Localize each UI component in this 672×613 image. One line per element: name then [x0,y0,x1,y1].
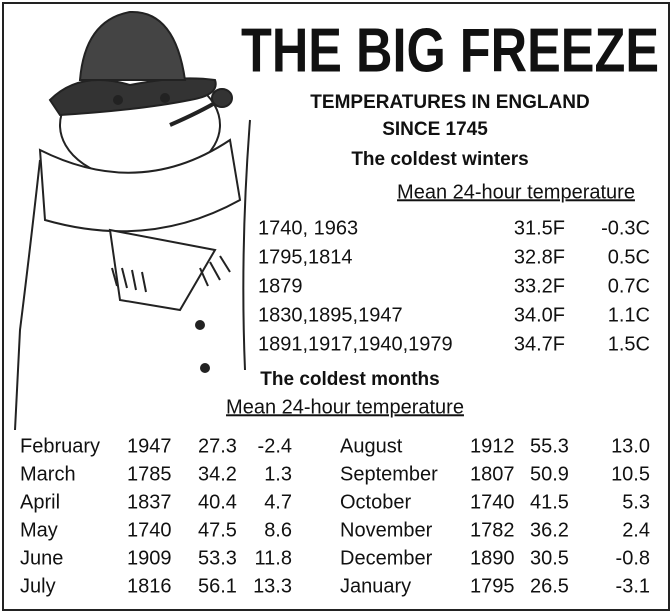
table-cell: 26.5 [530,575,569,597]
table-cell: 1782 [470,519,515,541]
table-cell: 1740 [127,519,172,541]
table-cell: 36.2 [530,519,569,541]
table-cell: 56.1 [198,575,237,597]
table-cell: June [20,547,63,569]
table-cell: August [340,435,403,457]
section-heading: The coldest winters [351,149,528,170]
table-cell: 2.4 [622,519,650,541]
table-cell: 11.8 [255,547,292,569]
table-cell: 1740, 1963 [258,217,358,239]
table-cell: 1785 [127,463,172,485]
table-cell: 0.7C [608,275,650,297]
table-cell: -2.4 [258,435,292,457]
table-cell: 1807 [470,463,515,485]
table-cell: 1837 [127,491,172,513]
table-cell: 1891,1917,1940,1979 [258,333,453,355]
table-cell: 34.7F [514,333,565,355]
table-cell: 1830,1895,1947 [258,304,403,326]
table-cell: 1816 [127,575,172,597]
table-cell: 34.2 [198,463,237,485]
table-cell: 13.0 [611,435,650,457]
title: THE BIG FREEZE [241,16,659,85]
table-cell: -0.3C [601,217,650,239]
table-cell: July [20,575,56,597]
table-cell: 1912 [470,435,515,457]
table-cell: January [340,575,411,597]
table-cell: 4.7 [264,491,292,513]
table-cell: 13.3 [253,575,292,597]
table-cell: 1.3 [264,463,292,485]
table-cell: 1795,1814 [258,246,353,268]
subtitle: TEMPERATURES IN ENGLAND [310,92,589,113]
table-cell: -3.1 [616,575,650,597]
subtitle: SINCE 1745 [382,119,488,140]
table-cell: April [20,491,60,513]
table-cell: 41.5 [530,491,569,513]
table-cell: 31.5F [514,217,565,239]
table-cell: September [340,463,438,485]
table-cell: December [340,547,433,569]
table-cell: -0.8 [616,547,650,569]
table-cell: 50.9 [530,463,569,485]
table-cell: 33.2F [514,275,565,297]
clipping: THE BIG FREEZE TEMPERATURES IN ENGLAND S… [0,0,672,613]
table-cell: 1890 [470,547,515,569]
table-cell: 55.3 [530,435,569,457]
table-cell: May [20,519,58,541]
table-cell: 34.0F [514,304,565,326]
table-cell: 1740 [470,491,515,513]
table-cell: October [340,491,411,513]
table-cell: 1909 [127,547,172,569]
table-cell: 1879 [258,275,303,297]
table-cell: 10.5 [611,463,650,485]
table-cell: February [20,435,100,457]
table-cell: 8.6 [264,519,292,541]
table-cell: 1947 [127,435,172,457]
table-cell: 32.8F [514,246,565,268]
table-cell: 53.3 [198,547,237,569]
section-heading: The coldest months [260,369,439,390]
caption: Mean 24-hour temperature [397,181,635,203]
table-cell: November [340,519,433,541]
table-cell: 1.1C [608,304,650,326]
table-cell: 40.4 [198,491,237,513]
table-cell: 1795 [470,575,515,597]
table-cell: 5.3 [622,491,650,513]
table-cell: 0.5C [608,246,650,268]
table-cell: 1.5C [608,333,650,355]
table-cell: 47.5 [198,519,237,541]
caption: Mean 24-hour temperature [226,396,464,418]
table-cell: 27.3 [198,435,237,457]
table-cell: 30.5 [530,547,569,569]
table-cell: March [20,463,76,485]
